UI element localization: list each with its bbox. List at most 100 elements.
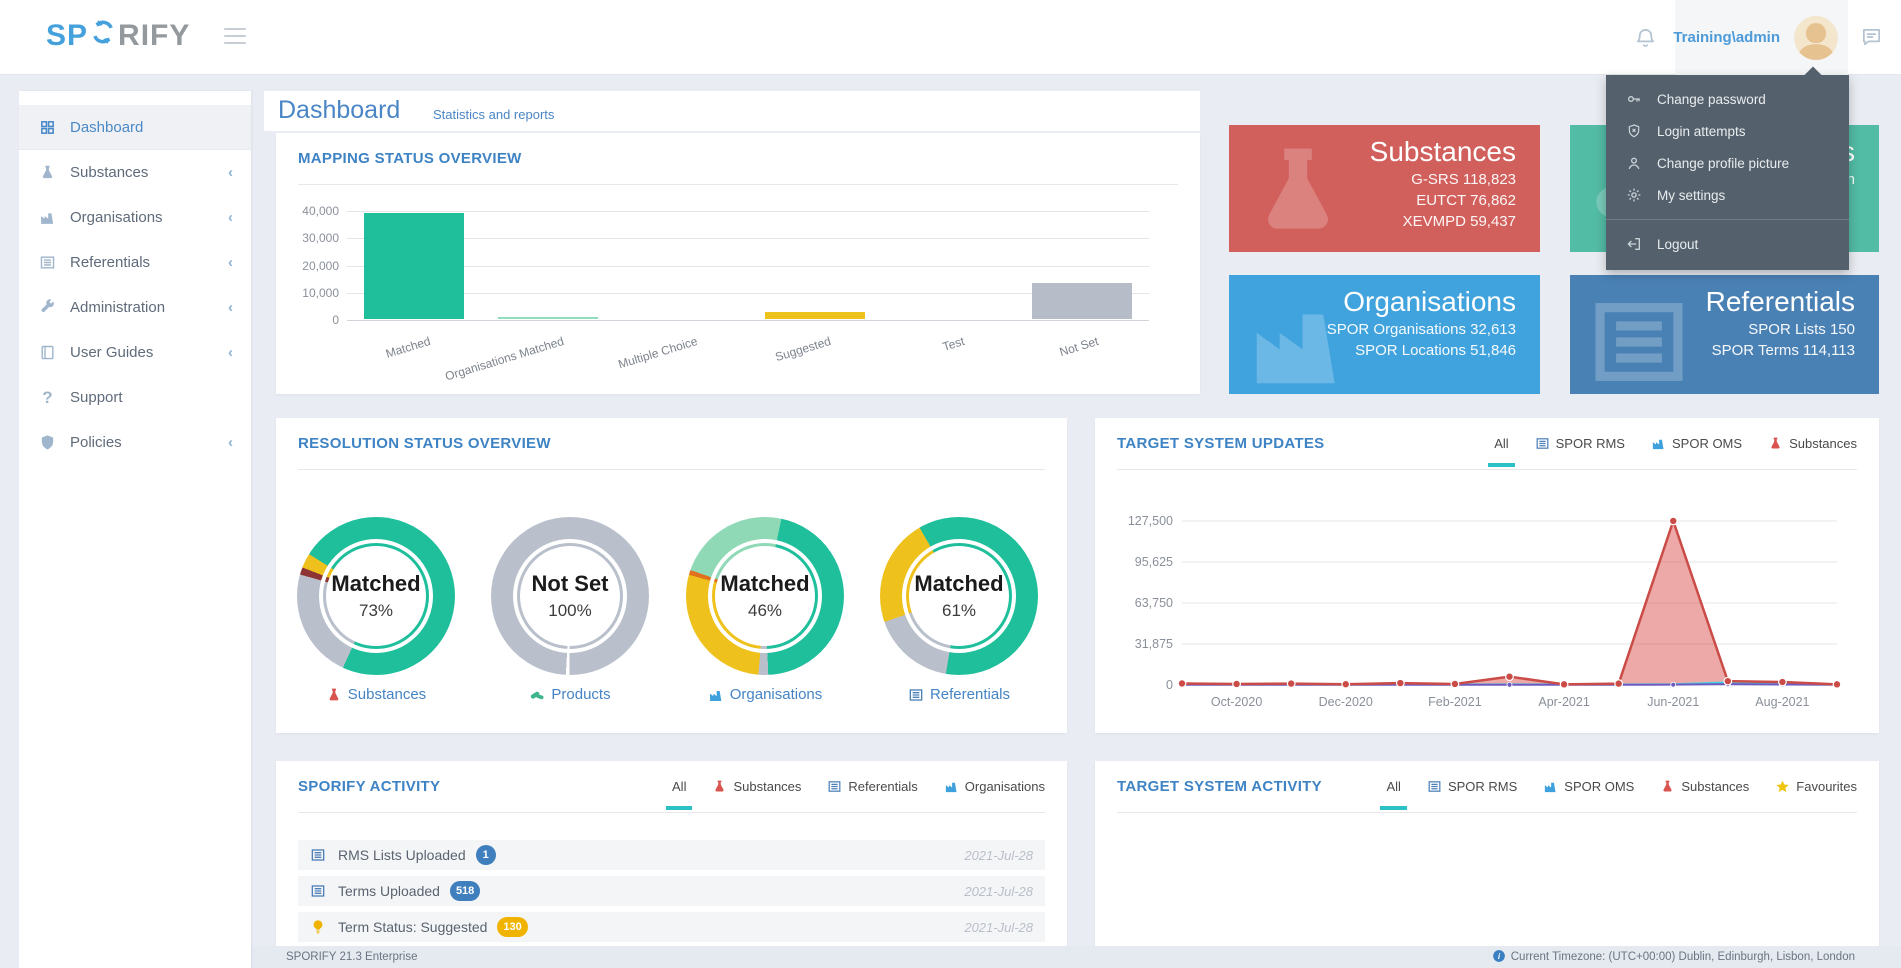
donut-chart-referentials: Matched 61%: [880, 517, 1038, 675]
activity-label: Term Status: Suggested: [338, 919, 488, 935]
menu-item-my-settings[interactable]: My settings: [1606, 179, 1849, 211]
donut-caption-referentials[interactable]: Referentials: [880, 686, 1038, 703]
question-icon: ?: [42, 388, 53, 407]
donut-percent: 61%: [941, 601, 977, 620]
target-activity-tabs: All SPOR RMS SPOR OMS Substances Favourites: [1380, 779, 1857, 810]
card-stat-line: EUTCT 76,862: [1416, 192, 1516, 209]
y-axis-tick: 40,000: [302, 204, 339, 218]
sidebar-item-support[interactable]: ? Support: [19, 375, 251, 420]
avatar[interactable]: [1794, 15, 1838, 60]
tab-spor-rms[interactable]: SPOR RMS: [1535, 436, 1625, 451]
resolution-status-title: RESOLUTION STATUS OVERVIEW: [298, 435, 551, 452]
donut-status-label: Matched: [914, 571, 1004, 596]
gridline: [347, 238, 1149, 240]
menu-divider: [1606, 219, 1849, 220]
card-stat-line: SPOR Lists 150: [1748, 321, 1855, 338]
updates-tabs: All SPOR RMS SPOR OMS Substances: [1487, 436, 1857, 467]
notifications-bell-icon[interactable]: [1634, 26, 1657, 49]
sidebar-item-policies[interactable]: Policies ‹: [19, 420, 251, 465]
tab-spor-oms[interactable]: SPOR OMS: [1651, 436, 1742, 451]
x-axis-label: Not Set: [1057, 334, 1101, 360]
tab-referentials[interactable]: Referentials: [827, 779, 918, 794]
sporify-activity-title: SPORIFY ACTIVITY: [298, 778, 441, 795]
card-organisations[interactable]: Organisations SPOR Organisations 32,613 SP…: [1229, 275, 1540, 394]
footer: SPORIFY 21.3 Enterprise i Current Timezo…: [251, 946, 1901, 968]
donut-chart-organisations: Matched 46%: [686, 517, 844, 675]
menu-item-change-password[interactable]: Change password: [1606, 83, 1849, 115]
donut-status-label: Matched: [720, 571, 810, 596]
card-referentials[interactable]: Referentials SPOR Lists 150 SPOR Terms 114…: [1570, 275, 1879, 394]
donut-caption-substances[interactable]: Substances: [297, 686, 455, 703]
sidebar-item-organisations[interactable]: Organisations ‹: [19, 195, 251, 240]
logo-text-sp: SP: [46, 19, 89, 52]
menu-item-login-attempts[interactable]: Login attempts: [1606, 115, 1849, 147]
tab-all[interactable]: All: [1380, 779, 1408, 810]
activity-count-badge: 518: [449, 881, 481, 901]
list-icon: [1584, 287, 1694, 394]
activity-row[interactable]: RMS Lists Uploaded 1 2021-Jul-28: [298, 840, 1045, 870]
activity-tabs: All Substances Referentials Organisations: [665, 779, 1045, 810]
activity-date: 2021-Jul-28: [964, 883, 1033, 899]
tab-spor-oms[interactable]: SPOR OMS: [1543, 779, 1634, 794]
tab-all[interactable]: All: [1487, 436, 1516, 467]
resolution-status-panel: RESOLUTION STATUS OVERVIEW Matched 73% S…: [276, 418, 1067, 733]
x-axis-label: Suggested: [773, 334, 833, 365]
sidebar-item-label: Administration: [70, 299, 166, 316]
activity-row[interactable]: Terms Uploaded 518 2021-Jul-28: [298, 876, 1045, 906]
sidebar-item-referentials[interactable]: Referentials ‹: [19, 240, 251, 285]
tab-all[interactable]: All: [665, 779, 694, 810]
tab-organisations[interactable]: Organisations: [944, 779, 1045, 794]
activity-count-badge: 1: [475, 845, 496, 865]
book-icon: [39, 344, 56, 361]
menu-item-change-profile-picture[interactable]: Change profile picture: [1606, 147, 1849, 179]
grid-icon: [39, 119, 56, 136]
y-axis-tick: 30,000: [302, 231, 339, 246]
chevron-left-icon: ‹: [228, 254, 233, 271]
donut-caption-organisations[interactable]: Organisations: [686, 686, 844, 703]
factory-icon: [944, 779, 959, 794]
tab-substances[interactable]: Substances: [1768, 436, 1857, 451]
page-title-strip: [264, 91, 1200, 131]
chat-icon[interactable]: [1860, 26, 1883, 49]
sporify-logo[interactable]: SP RIFY: [46, 18, 190, 54]
svg-text:Apr-2021: Apr-2021: [1538, 695, 1589, 709]
card-substances[interactable]: Substances G-SRS 118,823 EUTCT 76,862 XEVMP…: [1229, 125, 1540, 252]
shield-icon: [39, 434, 56, 451]
activity-label: RMS Lists Uploaded: [338, 847, 466, 863]
donut-chart-substances: Matched 73%: [297, 517, 455, 675]
card-stat-line: G-SRS 118,823: [1411, 171, 1516, 188]
tab-substances[interactable]: Substances: [1660, 779, 1749, 794]
wrench-icon: [39, 299, 56, 316]
mapping-status-bar-chart: 0 10,000 20,000 30,000 40,000 Matched Organisa…: [302, 204, 1149, 383]
donut-caption-products[interactable]: Products: [491, 686, 649, 703]
user-menu-trigger[interactable]: Training\admin: [1673, 0, 1848, 75]
sidebar-item-dashboard[interactable]: Dashboard: [19, 105, 251, 150]
tab-substances[interactable]: Substances: [712, 779, 801, 794]
sidebar-item-administration[interactable]: Administration ‹: [19, 285, 251, 330]
factory-icon: [1243, 287, 1353, 394]
gridline: [347, 320, 1149, 321]
x-axis-label: Matched: [383, 334, 432, 361]
chevron-left-icon: ‹: [228, 434, 233, 451]
top-navbar: SP RIFY Training\admin: [0, 0, 1901, 75]
list-icon: [310, 883, 326, 899]
activity-label: Terms Uploaded: [338, 883, 440, 899]
info-icon: i: [1492, 949, 1506, 966]
menu-item-logout[interactable]: Logout: [1606, 228, 1849, 260]
card-stat-line: SPOR Organisations 32,613: [1326, 321, 1516, 338]
sidebar-nav: Dashboard Substances ‹ Organisations ‹ Refere…: [19, 91, 251, 968]
menu-toggle-icon[interactable]: [224, 28, 246, 46]
activity-count-badge: 130: [497, 917, 528, 937]
sidebar-item-substances[interactable]: Substances ‹: [19, 150, 251, 195]
card-stat-line: SPOR Locations 51,846: [1355, 342, 1516, 359]
logo-text-rify: RIFY: [118, 19, 191, 52]
list-icon: [827, 779, 842, 794]
tab-favourites[interactable]: Favourites: [1775, 779, 1857, 794]
y-axis-tick: 0: [332, 313, 339, 327]
sidebar-item-user-guides[interactable]: User Guides ‹: [19, 330, 251, 375]
sporify-activity-panel: SPORIFY ACTIVITY All Substances Referentia…: [276, 761, 1067, 946]
activity-row[interactable]: Term Status: Suggested 130 2021-Jul-28: [298, 912, 1045, 942]
target-system-activity-panel: TARGET SYSTEM ACTIVITY All SPOR RMS SPOR O…: [1095, 761, 1879, 946]
tab-spor-rms[interactable]: SPOR RMS: [1427, 779, 1517, 794]
svg-text:i: i: [1498, 951, 1501, 960]
